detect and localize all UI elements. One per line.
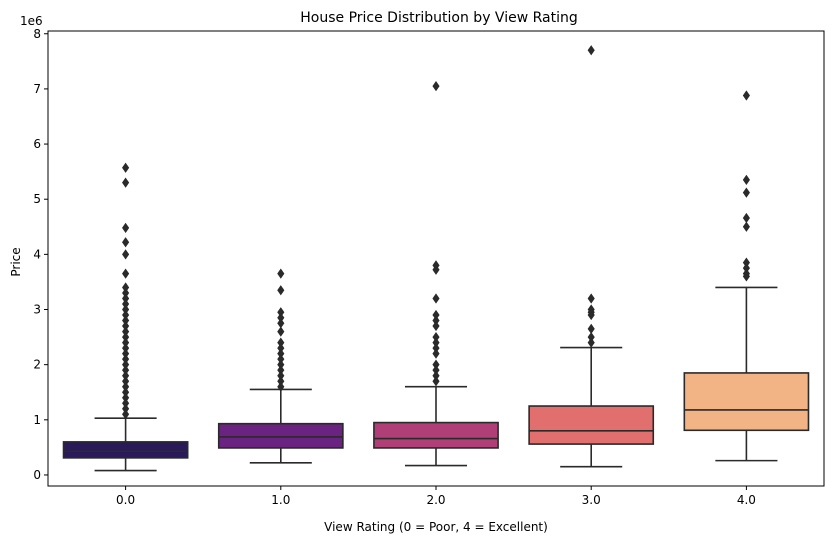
x-tick-label: 1.0 [271,493,290,507]
outlier-point [587,309,595,321]
box-2.0 [373,421,499,449]
outlier-point [742,187,750,198]
outlier-point [742,174,750,186]
outlier-point [742,212,750,224]
outlier-point [122,409,130,420]
outlier-point [277,285,285,296]
outlier-point [122,162,130,173]
box-0.0 [62,441,189,459]
x-tick-label: 2.0 [426,493,445,507]
outlier-point [432,81,440,92]
y-tick-label: 1 [33,413,41,427]
x-tick-label: 3.0 [582,493,601,507]
outlier-point [122,177,130,188]
outlier-point [277,381,285,392]
box-1.0 [217,422,344,449]
y-tick-label: 3 [33,303,41,317]
outlier-point [432,264,440,275]
box-4.0 [683,372,810,432]
outlier-point [122,237,130,248]
outlier-point [587,293,595,304]
y-tick-label: 7 [33,82,41,96]
outlier-point [587,337,595,348]
outlier-point [432,320,440,332]
outlier-point [432,376,440,387]
y-tick-label: 0 [33,468,41,482]
outlier-point [587,45,595,56]
y-tick-label: 5 [33,192,41,206]
chart-title: House Price Distribution by View Rating [300,10,577,26]
outlier-point [122,249,130,260]
outlier-point [742,221,750,232]
outlier-point [432,348,440,359]
outlier-point [277,326,285,337]
y-tick-label: 8 [33,27,41,41]
outlier-point [122,222,130,234]
outlier-point [122,268,130,279]
plot-frame [47,30,825,487]
y-axis-label: Price [9,247,23,276]
outlier-point [432,293,440,304]
x-axis-label: View Rating (0 = Poor, 4 = Excellent) [324,520,548,534]
plot-area: 0 1 2 3 4 5 6 7 8 0.0 1.0 2.0 3.0 4.0 [33,27,825,507]
y-multiplier-label: 1e6 [20,14,43,28]
outlier-point [742,271,750,282]
outlier-point [742,90,750,101]
y-tick-label: 6 [33,137,41,151]
y-tick-label: 2 [33,358,41,372]
outlier-point [277,268,285,279]
x-tick-label: 4.0 [737,493,756,507]
box-3.0 [528,405,655,445]
x-tick-label: 0.0 [116,493,135,507]
y-tick-label: 4 [33,247,41,261]
